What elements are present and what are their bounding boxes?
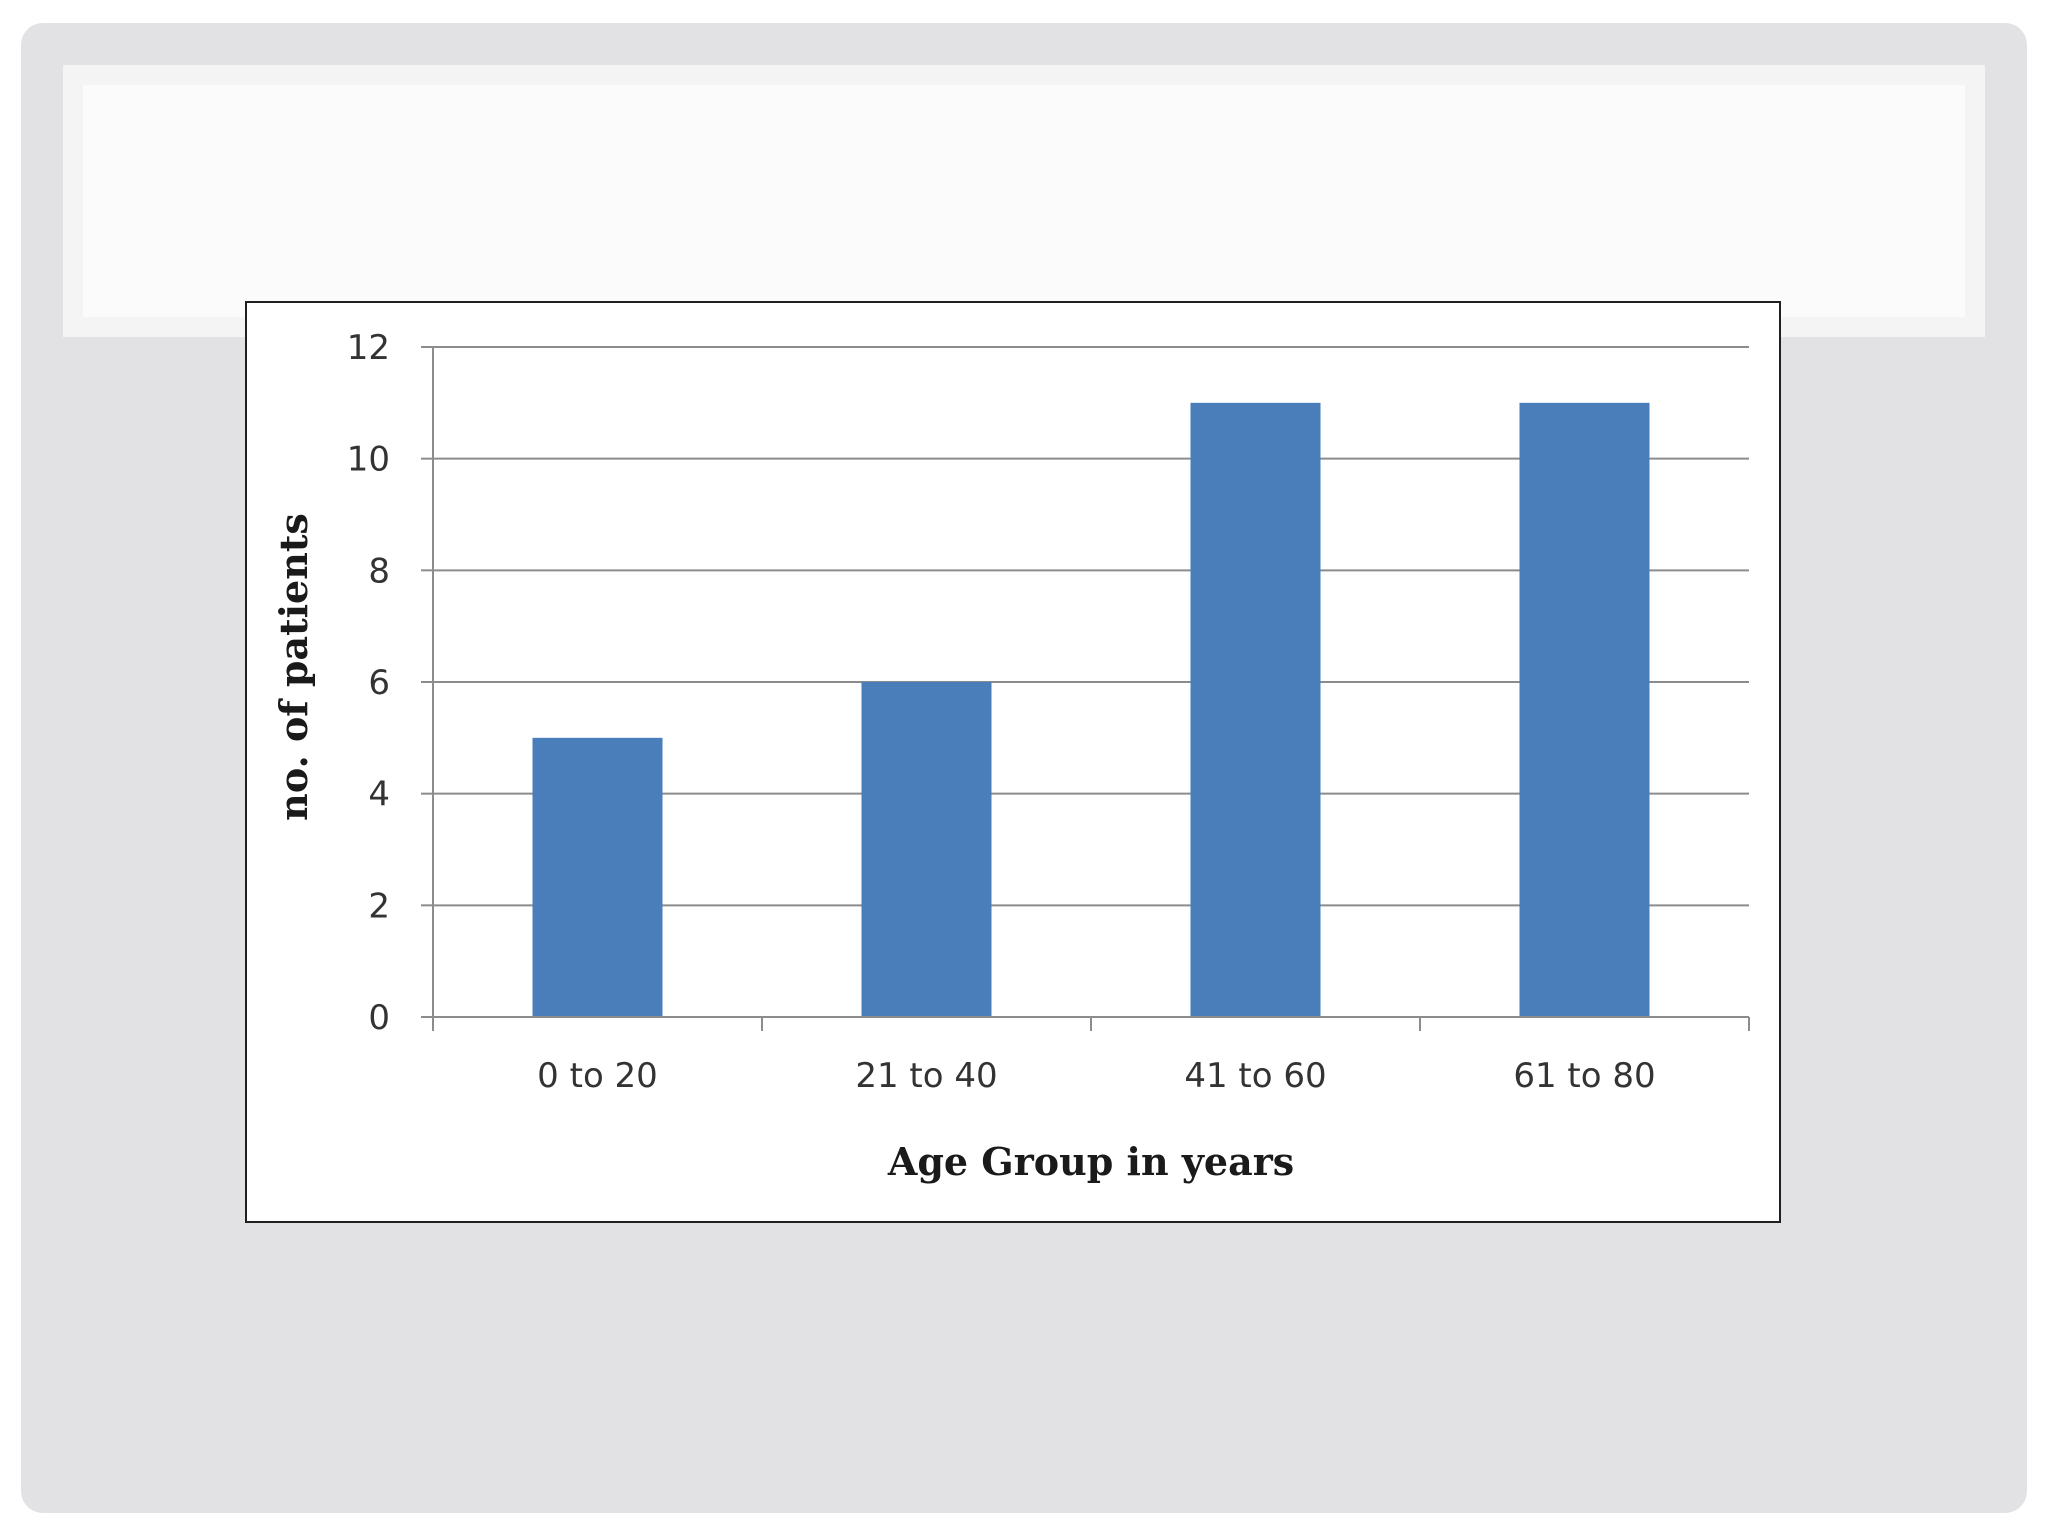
bar-4 [1519, 402, 1650, 1017]
y-tick-label-10: 10 [347, 440, 390, 480]
x-tick-label-3: 41 to 60 [1184, 1056, 1326, 1096]
y-axis-title: no. of patients [271, 513, 316, 821]
bars [532, 402, 1650, 1017]
bar-chart: 0 2 4 6 8 10 12 0 to 20 21 to 40 41 to 60 61 to 8… [271, 328, 1750, 1184]
axes [432, 347, 1750, 1031]
y-tick-label-2: 2 [368, 886, 390, 926]
bar-2 [861, 682, 992, 1017]
x-tick-label-4: 61 to 80 [1513, 1056, 1655, 1096]
bar-1 [532, 737, 663, 1017]
y-tick-labels: 0 2 4 6 8 10 12 [347, 328, 390, 1038]
x-axis-title: Age Group in years [887, 1139, 1294, 1184]
y-tick-label-0: 0 [368, 998, 390, 1038]
y-tick-label-4: 4 [368, 775, 390, 815]
x-tick-label-1: 0 to 20 [537, 1056, 658, 1096]
slide-title-area [63, 65, 1985, 337]
x-tick-labels: 0 to 20 21 to 40 41 to 60 61 to 80 [537, 1056, 1655, 1096]
bar-3 [1190, 402, 1321, 1017]
y-tick-label-12: 12 [347, 328, 390, 368]
y-tick-label-6: 6 [368, 663, 390, 703]
y-tick-label-8: 8 [368, 551, 390, 591]
chart-frame: 0 2 4 6 8 10 12 0 to 20 21 to 40 41 to 60 61 to 8… [245, 301, 1781, 1223]
x-tick-label-2: 21 to 40 [855, 1056, 997, 1096]
